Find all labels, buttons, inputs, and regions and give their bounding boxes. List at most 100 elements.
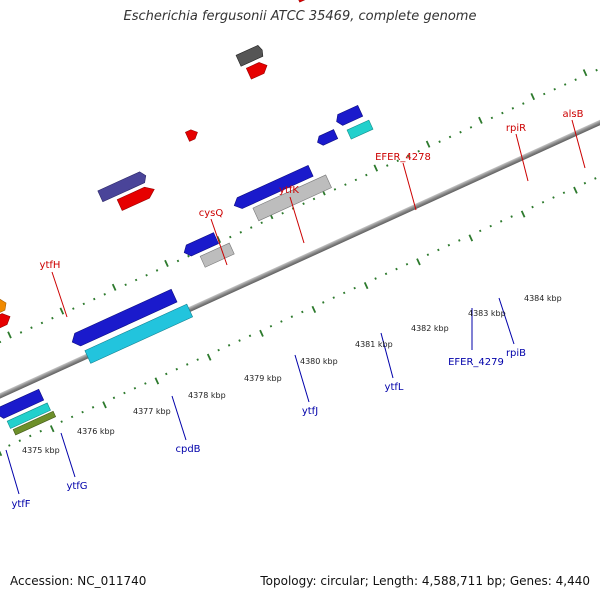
- label-ytfG[interactable]: ytfG: [66, 481, 87, 492]
- scale-tick-minor: [438, 140, 441, 143]
- gene-cpdB-product[interactable]: [84, 303, 194, 364]
- scale-tick-minor: [489, 224, 492, 228]
- gene-ytfH[interactable]: [0, 298, 9, 319]
- leader-ytfF: [5, 449, 20, 495]
- scale-tick-major: [259, 329, 264, 337]
- gene-ytfG[interactable]: [0, 388, 45, 420]
- scale-tick-minor: [332, 296, 335, 299]
- scale-label-4381: 4381 kbp: [355, 340, 393, 349]
- gene-ytfL-product[interactable]: [252, 174, 332, 222]
- scale-tick-major: [582, 69, 588, 77]
- scale-tick-minor: [322, 301, 325, 304]
- gene-ytfL[interactable]: [232, 164, 314, 211]
- scale-tick-minor: [405, 262, 409, 266]
- scale-tick-minor: [344, 183, 347, 186]
- scale-tick-major: [59, 307, 65, 315]
- gene-ytfJ-product[interactable]: [199, 242, 235, 268]
- scale-tick-minor: [342, 291, 346, 295]
- leader-rpiR: [515, 133, 529, 182]
- scale-label-4380: 4380 kbp: [300, 357, 338, 366]
- scale-tick-minor: [70, 415, 74, 419]
- scale-label-4382: 4382 kbp: [411, 324, 449, 333]
- gene-ytfK[interactable]: [184, 128, 199, 142]
- leader-ytfJ: [294, 354, 310, 403]
- scale-tick-minor: [72, 307, 75, 310]
- scale-tick-major: [530, 92, 536, 101]
- label-ytfF[interactable]: ytfF: [11, 499, 30, 510]
- leader-ytfL: [380, 332, 394, 379]
- scale-tick-major: [111, 283, 117, 291]
- gene-cpdB[interactable]: [69, 288, 178, 348]
- scale-tick-minor: [18, 439, 22, 442]
- scale-tick-minor: [459, 130, 462, 134]
- scale-label-4379: 4379 kbp: [244, 374, 282, 383]
- scale-tick-minor: [395, 267, 398, 271]
- scale-tick-minor: [458, 239, 461, 242]
- scale-tick-minor: [249, 226, 253, 229]
- gene-rpiB-product[interactable]: [346, 119, 374, 140]
- scale-tick-minor: [40, 321, 44, 325]
- scale-tick-minor: [353, 286, 356, 290]
- accession-text: Accession: NC_011740: [10, 574, 147, 588]
- gene-cysQ-product[interactable]: [116, 184, 157, 211]
- gene-rpiR-product[interactable]: [294, 0, 347, 3]
- label-rpiR[interactable]: rpiR: [506, 123, 526, 134]
- leader-ytfK: [289, 196, 305, 244]
- map-title: Escherichia fergusonii ATCC 35469, compl…: [123, 9, 477, 24]
- scale-tick-major: [0, 448, 3, 457]
- label-ytfJ[interactable]: ytfJ: [302, 406, 318, 417]
- gene-ytfJ[interactable]: [182, 232, 219, 258]
- forward-genes[interactable]: [0, 0, 488, 332]
- label-alsB[interactable]: alsB: [563, 109, 584, 120]
- scale-tick-minor: [447, 243, 451, 247]
- gene-EFER-4279[interactable]: [315, 129, 339, 147]
- leader-ytfH: [51, 271, 68, 318]
- genome-backbone: [0, 95, 600, 433]
- label-cysQ[interactable]: cysQ: [199, 208, 224, 219]
- scale-tick-minor: [0, 340, 2, 344]
- scale-tick-minor: [406, 154, 410, 158]
- scale-tick-minor: [144, 382, 147, 385]
- gene-rpiB[interactable]: [334, 104, 364, 127]
- gene-EFER-4278-product[interactable]: [245, 60, 269, 80]
- gene-cysQ[interactable]: [97, 170, 148, 203]
- scale-tick-minor: [248, 334, 252, 338]
- label-EFER-4279[interactable]: EFER_4279: [448, 357, 504, 368]
- scale-tick-major: [49, 425, 55, 433]
- label-ytfL[interactable]: ytfL: [385, 382, 404, 393]
- scale-tick-major: [373, 164, 379, 172]
- scale-tick-minor: [583, 181, 587, 185]
- scale-tick-major: [425, 140, 431, 148]
- label-cpdB[interactable]: cpdB: [175, 444, 200, 455]
- label-EFER-4278[interactable]: EFER_4278: [375, 152, 431, 163]
- scale-tick-major: [416, 258, 421, 266]
- label-ytfK[interactable]: ytfK: [279, 185, 299, 196]
- scale-tick-minor: [39, 429, 42, 433]
- scale-tick-minor: [124, 283, 127, 287]
- reverse-gene-labels: ytfF ytfG cpdB ytfJ ytfL EFER_4279 rpiB: [11, 348, 526, 510]
- gene-EFER-4278[interactable]: [235, 45, 265, 67]
- scale-tick-minor: [499, 220, 503, 223]
- scale-tick-major: [154, 377, 160, 385]
- scale-tick-minor: [386, 164, 389, 167]
- genome-summary-text: Topology: circular; Length: 4,588,711 bp…: [260, 574, 590, 588]
- scale-tick-minor: [60, 420, 63, 423]
- label-rpiB[interactable]: rpiB: [506, 348, 526, 359]
- reverse-genes[interactable]: [0, 104, 427, 462]
- scale-tick-minor: [176, 259, 180, 263]
- scale-tick-minor: [553, 87, 556, 91]
- forward-gene-labels: ytfH cysQ ytfK EFER_4278 rpiR alsB: [40, 109, 584, 271]
- scale-tick-major: [468, 234, 474, 242]
- scale-tick-minor: [469, 126, 473, 129]
- scale-tick-minor: [155, 269, 159, 272]
- gene-ytfG-cyan[interactable]: [6, 402, 51, 429]
- gene-ytfG-olive[interactable]: [12, 410, 57, 436]
- label-ytfH[interactable]: ytfH: [40, 260, 61, 271]
- scale-tick-major: [311, 305, 317, 314]
- scale-tick-minor: [574, 78, 577, 81]
- scale-tick-major: [206, 353, 212, 361]
- gene-ytfH-product[interactable]: [0, 311, 13, 332]
- scale-label-4376: 4376 kbp: [77, 427, 115, 436]
- scale-tick-minor: [82, 302, 86, 306]
